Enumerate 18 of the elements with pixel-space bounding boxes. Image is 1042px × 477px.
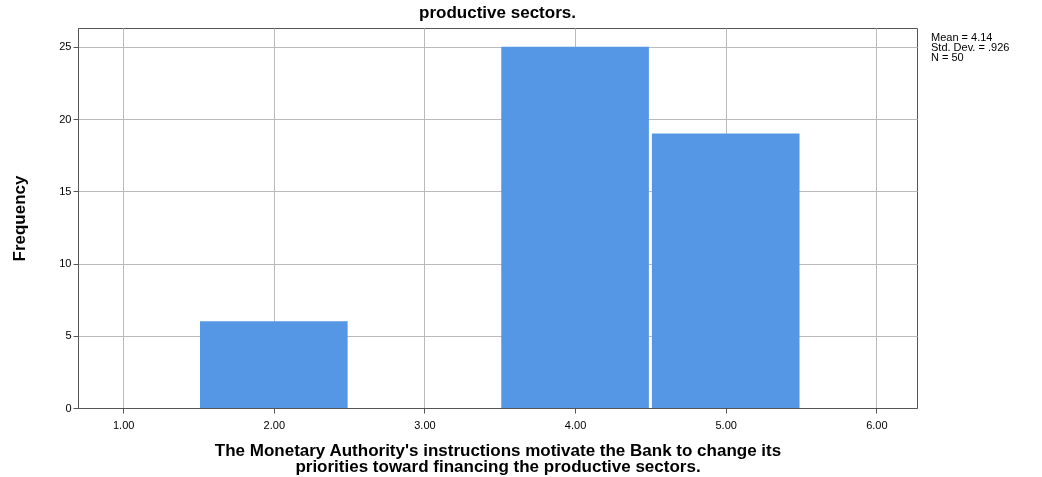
text: Std. Dev. = .926: [931, 41, 1010, 53]
text: N = 50: [931, 51, 964, 63]
y-axis-title: Frequency: [10, 174, 30, 262]
y-tick-label: 25: [59, 40, 72, 53]
y-tick-label: 10: [59, 257, 72, 270]
x-tick-label: 5.00: [715, 418, 737, 431]
x-tick-label: 4.00: [564, 418, 587, 431]
x-tick-label: 3.00: [414, 418, 436, 431]
x-tick-label: 6.00: [866, 418, 888, 431]
chart-title: productive sectors.: [419, 3, 576, 22]
text: Mean = 4.14: [931, 31, 993, 43]
x-tick-label: 1.00: [112, 418, 135, 431]
y-tick-label: 20: [59, 112, 72, 125]
x-axis-title: The Monetary Authority's instructions motivate the Bank to change its priorities toward financing the productive sectors.: [214, 440, 782, 476]
y-tick-label: 0: [65, 401, 72, 414]
y-tick-label: 15: [59, 184, 72, 197]
x-tick-label: 2.00: [263, 418, 286, 431]
y-tick-label: 5: [65, 329, 72, 342]
